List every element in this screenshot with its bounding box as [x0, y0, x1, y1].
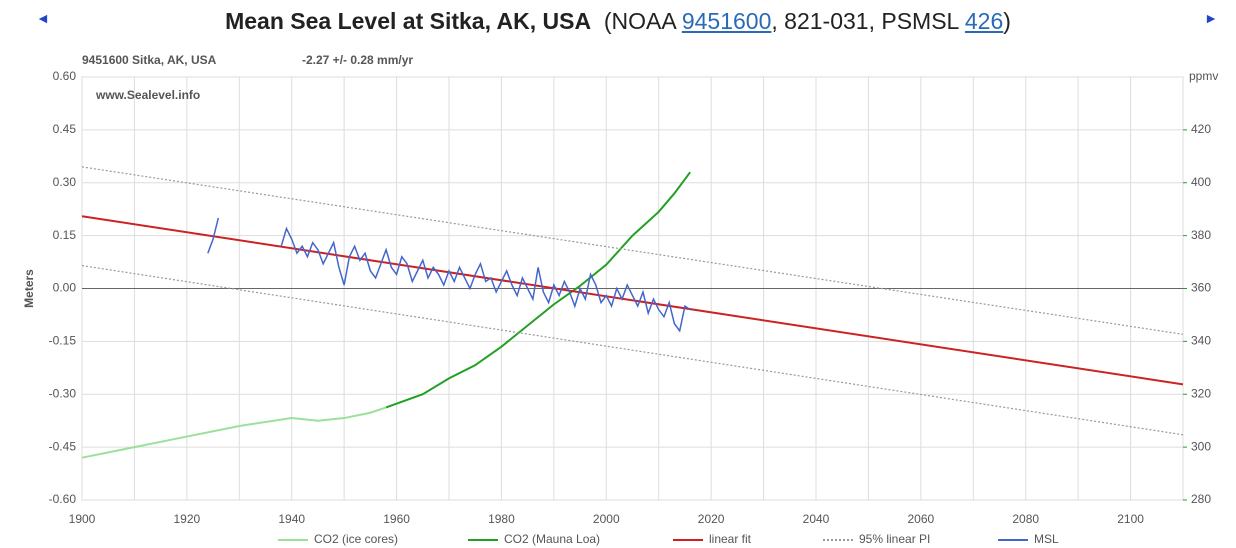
legend-label: MSL	[1034, 532, 1059, 546]
y2-axis-label: ppmv	[1189, 69, 1218, 83]
x-tick-label: 1920	[174, 512, 201, 526]
series-line	[81, 264, 1184, 436]
prev-arrow[interactable]: ◄	[36, 10, 50, 26]
y-tick-label: 0.30	[53, 175, 77, 189]
legend-label: CO2 (Mauna Loa)	[504, 532, 600, 546]
y2-tick-label: 360	[1191, 281, 1211, 295]
x-tick-label: 1900	[69, 512, 96, 526]
y-axis-label: Meters	[22, 269, 36, 308]
subtitle: 9451600 Sitka, AK, USA	[82, 53, 217, 67]
y-tick-label: -0.15	[49, 334, 77, 348]
title-link[interactable]: 9451600	[681, 8, 772, 34]
y2-tick-label: 380	[1191, 228, 1211, 242]
x-tick-label: 1980	[488, 512, 515, 526]
y-tick-label: 0.00	[53, 281, 77, 295]
series-line	[385, 171, 691, 409]
legend-label: CO2 (ice cores)	[314, 532, 398, 546]
y2-tick-label: 400	[1191, 175, 1211, 189]
y2-tick-label: 280	[1191, 492, 1211, 506]
y2-tick-label: 420	[1191, 122, 1211, 136]
y-tick-label: -0.30	[49, 386, 77, 400]
title-text: , 821-031, PSMSL	[771, 8, 965, 34]
series-line	[81, 215, 1184, 386]
x-tick-label: 2080	[1012, 512, 1039, 526]
x-tick-label: 1960	[383, 512, 410, 526]
y2-tick-label: 340	[1191, 334, 1211, 348]
y-tick-label: 0.45	[53, 122, 77, 136]
title-text: )	[1003, 8, 1011, 34]
legend-label: 95% linear PI	[859, 532, 930, 546]
x-tick-label: 2060	[908, 512, 935, 526]
series-line	[81, 166, 1184, 335]
y-tick-label: 0.60	[53, 69, 77, 83]
x-tick-label: 2020	[698, 512, 725, 526]
series-line	[207, 217, 691, 333]
title-link[interactable]: 426	[964, 8, 1004, 34]
y-tick-label: -0.60	[49, 492, 77, 506]
y-tick-label: -0.45	[49, 439, 77, 453]
x-tick-label: 1940	[278, 512, 305, 526]
title-text: (NOAA	[591, 8, 682, 34]
legend-label: linear fit	[709, 532, 752, 546]
trend-text: -2.27 +/- 0.28 mm/yr	[302, 53, 413, 67]
series-line	[81, 406, 387, 459]
x-tick-label: 2000	[593, 512, 620, 526]
x-tick-label: 2100	[1117, 512, 1144, 526]
watermark: www.Sealevel.info	[95, 88, 200, 102]
chart-title: Mean Sea Level at Sitka, AK, USA	[225, 8, 592, 34]
x-tick-label: 2040	[803, 512, 830, 526]
next-arrow[interactable]: ►	[1204, 10, 1218, 26]
y-tick-label: 0.15	[53, 228, 77, 242]
title-bar: Mean Sea Level at Sitka, AK, USA (NOAA 9…	[0, 8, 1236, 35]
y2-tick-label: 320	[1191, 386, 1211, 400]
y2-tick-label: 300	[1191, 439, 1211, 453]
